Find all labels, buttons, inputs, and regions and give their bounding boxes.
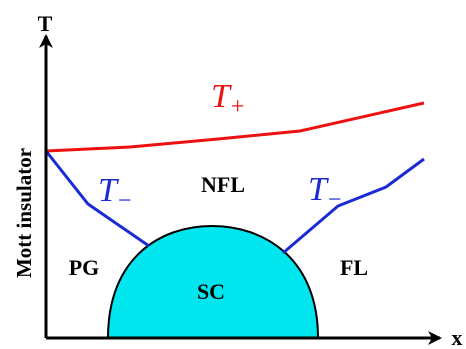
sc-dome — [106, 224, 320, 339]
nfl-region-label: NFL — [201, 172, 245, 197]
pg-region-label: PG — [69, 255, 100, 280]
t-minus-curve-right — [282, 157, 425, 255]
y-axis-label: T — [38, 11, 53, 36]
sc-region-label: SC — [197, 279, 225, 304]
t-minus-curve-left — [44, 150, 150, 248]
mott-insulator-label: Mott insulator — [12, 148, 36, 278]
t-plus-curve — [45, 101, 425, 153]
fl-region-label: FL — [340, 255, 368, 280]
t-plus-label: T+ — [211, 78, 244, 120]
x-axis-label: x — [452, 325, 463, 349]
t-minus-label-right: T− — [308, 171, 341, 213]
t-minus-label-left: T− — [98, 172, 131, 214]
